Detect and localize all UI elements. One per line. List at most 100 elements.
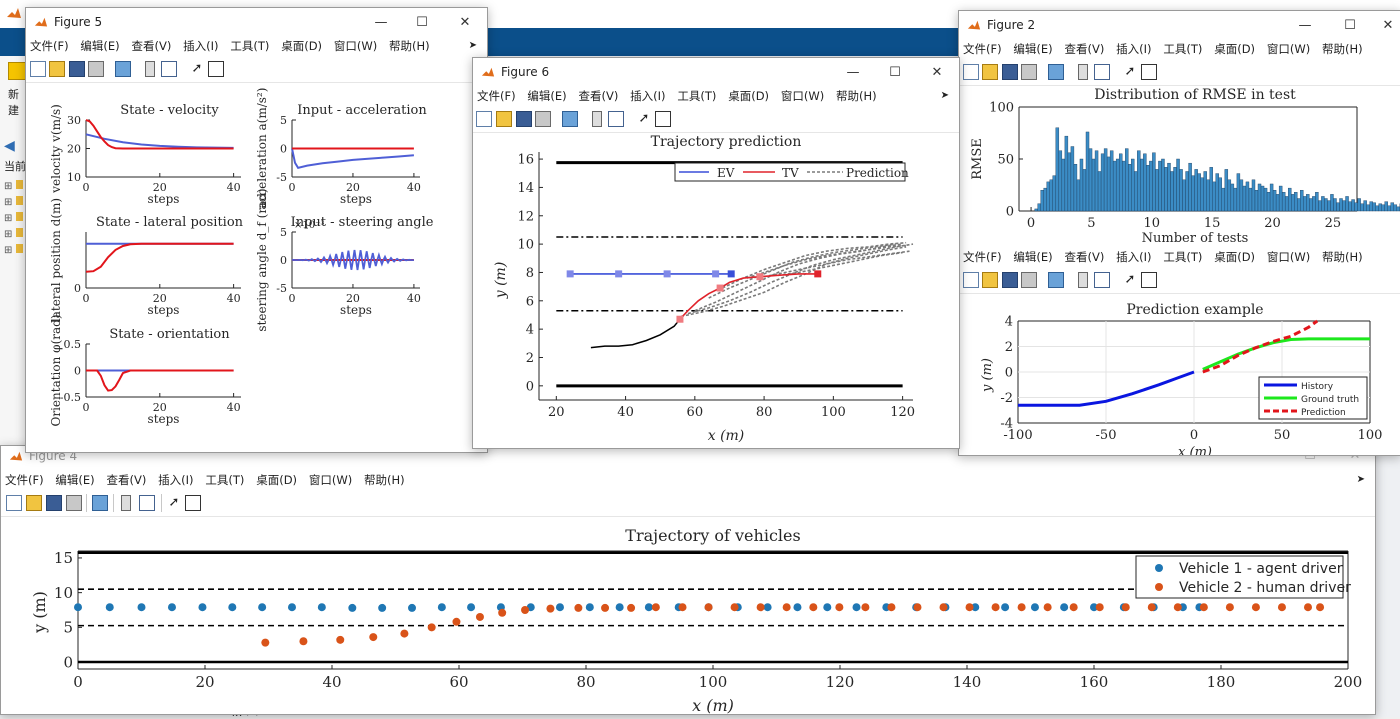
folder-tree-item[interactable]: ⊞ [4,196,26,212]
close-button[interactable]: ✕ [445,11,485,35]
open-file-icon[interactable] [496,111,512,127]
close-button[interactable]: ✕ [917,61,957,85]
open-file-icon[interactable] [982,272,998,288]
colorbar-icon[interactable] [145,61,155,77]
save-icon[interactable] [516,111,532,127]
menu-tools[interactable]: 工具(T) [673,86,720,106]
menu-edit[interactable]: 编辑(E) [76,36,123,56]
menu-view[interactable]: 查看(V) [128,36,176,56]
menu-edit[interactable]: 编辑(E) [51,470,98,490]
minimize-button[interactable]: — [833,61,873,85]
close-button[interactable]: ✕ [1368,14,1400,38]
open-file-icon[interactable] [982,64,998,80]
pointer-icon[interactable]: ➚ [1123,64,1137,80]
print-icon[interactable] [535,111,551,127]
menu-window[interactable]: 窗口(W) [305,470,356,490]
menu-help[interactable]: 帮助(H) [385,36,434,56]
colorbar-icon[interactable] [592,111,602,127]
property-editor-icon[interactable] [655,111,671,127]
maximize-button[interactable]: ☐ [402,11,442,35]
colorbar-icon[interactable] [121,495,131,511]
link-plot-icon[interactable] [1048,64,1064,80]
print-icon[interactable] [1021,272,1037,288]
menu-file[interactable]: 文件(F) [959,39,1006,59]
menu-view[interactable]: 查看(V) [1061,39,1109,59]
menu-help[interactable]: 帮助(H) [1318,247,1367,267]
menu-tools[interactable]: 工具(T) [226,36,273,56]
menu-help[interactable]: 帮助(H) [1318,39,1367,59]
link-plot-icon[interactable] [115,61,131,77]
menu-tools[interactable]: 工具(T) [201,470,248,490]
new-figure-icon[interactable] [963,64,979,80]
menu-help[interactable]: 帮助(H) [360,470,409,490]
menu-desktop[interactable]: 桌面(D) [1210,39,1259,59]
legend-icon[interactable] [1094,64,1110,80]
menu-desktop[interactable]: 桌面(D) [724,86,773,106]
menu-desktop[interactable]: 桌面(D) [1210,247,1259,267]
menu-desktop[interactable]: 桌面(D) [252,470,301,490]
print-icon[interactable] [1021,64,1037,80]
link-plot-icon[interactable] [1048,272,1064,288]
menu-insert[interactable]: 插入(I) [626,86,669,106]
menu-window[interactable]: 窗口(W) [777,86,828,106]
maximize-button[interactable]: ☐ [875,61,915,85]
menu-file[interactable]: 文件(F) [959,247,1006,267]
menu-view[interactable]: 查看(V) [103,470,151,490]
menu-file[interactable]: 文件(F) [473,86,520,106]
print-icon[interactable] [66,495,82,511]
new-figure-icon[interactable] [963,272,979,288]
new-figure-icon[interactable] [476,111,492,127]
menu-window[interactable]: 窗口(W) [1263,39,1314,59]
menu-window[interactable]: 窗口(W) [1263,247,1314,267]
menu-file[interactable]: 文件(F) [26,36,73,56]
menu-edit[interactable]: 编辑(E) [523,86,570,106]
minimize-button[interactable]: — [1285,14,1325,38]
colorbar-icon[interactable] [1078,272,1088,288]
menu-desktop[interactable]: 桌面(D) [277,36,326,56]
legend-icon[interactable] [608,111,624,127]
legend-icon[interactable] [139,495,155,511]
minimize-button[interactable]: — [361,11,401,35]
folder-tree-item[interactable]: ⊞ [4,228,26,244]
menu-file[interactable]: 文件(F) [1,470,48,490]
menu-window[interactable]: 窗口(W) [330,36,381,56]
menu-edit[interactable]: 编辑(E) [1009,247,1056,267]
new-figure-icon[interactable] [30,61,46,77]
save-icon[interactable] [1002,272,1018,288]
pointer-icon[interactable]: ➚ [190,61,204,77]
folder-tree-item[interactable]: ⊞ [4,180,26,196]
property-editor-icon[interactable] [1141,272,1157,288]
menu-edit[interactable]: 编辑(E) [1009,39,1056,59]
colorbar-icon[interactable] [1078,64,1088,80]
save-icon[interactable] [1002,64,1018,80]
link-plot-icon[interactable] [92,495,108,511]
property-editor-icon[interactable] [185,495,201,511]
folder-tree-item[interactable]: ⊞ [4,244,26,260]
new-icon[interactable] [8,62,26,80]
menu-tools[interactable]: 工具(T) [1159,39,1206,59]
legend-icon[interactable] [161,61,177,77]
back-arrow-icon[interactable]: ◀ [4,138,15,154]
link-plot-icon[interactable] [562,111,578,127]
open-file-icon[interactable] [26,495,42,511]
property-editor-icon[interactable] [208,61,224,77]
folder-tree-item[interactable]: ⊞ [4,212,26,228]
save-icon[interactable] [69,61,85,77]
menu-insert[interactable]: 插入(I) [179,36,222,56]
menu-view[interactable]: 查看(V) [1061,247,1109,267]
menu-overflow-icon[interactable]: ➤ [1353,470,1369,490]
pointer-icon[interactable]: ➚ [1123,272,1137,288]
print-icon[interactable] [88,61,104,77]
menu-insert[interactable]: 插入(I) [154,470,197,490]
menu-insert[interactable]: 插入(I) [1112,39,1155,59]
menu-view[interactable]: 查看(V) [575,86,623,106]
legend-icon[interactable] [1094,272,1110,288]
property-editor-icon[interactable] [1141,64,1157,80]
new-figure-icon[interactable] [6,495,22,511]
pointer-icon[interactable]: ➚ [637,111,651,127]
open-file-icon[interactable] [49,61,65,77]
menu-tools[interactable]: 工具(T) [1159,247,1206,267]
save-icon[interactable] [46,495,62,511]
menu-overflow-icon[interactable]: ➤ [937,86,953,106]
maximize-button[interactable]: ☐ [1330,14,1370,38]
